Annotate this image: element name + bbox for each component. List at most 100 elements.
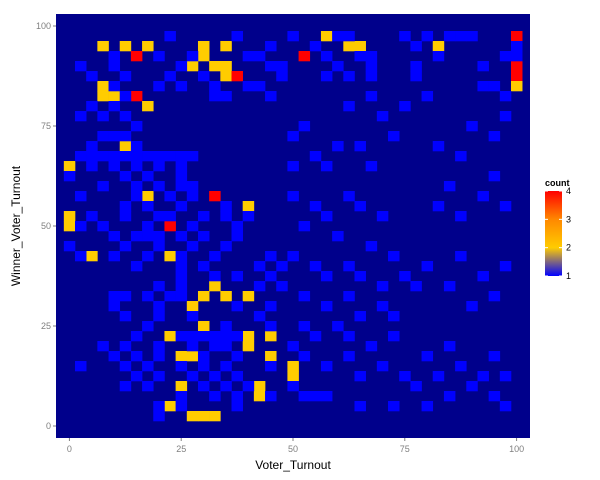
y-tick-label: 50 <box>41 221 51 231</box>
heatmap-cell <box>153 281 165 292</box>
heatmap-cell <box>142 151 154 162</box>
heatmap-cell <box>477 191 489 202</box>
heatmap-cell <box>130 191 143 202</box>
heatmap-cell <box>511 31 523 42</box>
heatmap-cell <box>477 81 489 92</box>
heatmap-cell <box>153 151 165 162</box>
heatmap-cell <box>153 241 165 252</box>
heatmap-cell <box>287 371 299 382</box>
heatmap-cell <box>399 101 411 112</box>
heatmap-cell <box>119 141 132 152</box>
heatmap-cell <box>197 411 210 422</box>
heatmap-cell <box>265 351 277 362</box>
heatmap-cell <box>175 281 188 292</box>
heatmap-cell <box>220 211 232 222</box>
heatmap-cell <box>97 221 109 232</box>
heatmap-cell <box>343 291 355 302</box>
heatmap-cell <box>376 281 389 292</box>
heatmap-cell <box>209 81 221 92</box>
heatmap-cell <box>220 341 232 352</box>
y-axis-title: Winner_Voter_Turnout <box>9 165 23 286</box>
heatmap-cell <box>443 31 456 42</box>
heatmap-cell <box>164 71 176 82</box>
heatmap-cell <box>153 371 165 382</box>
heatmap-cell <box>75 221 87 232</box>
heatmap-cell <box>320 361 333 372</box>
heatmap-cell <box>332 141 344 152</box>
heatmap-cell <box>354 141 366 152</box>
heatmap-cell <box>354 401 366 412</box>
heatmap-cell <box>488 291 501 302</box>
heatmap-cell <box>97 91 109 102</box>
heatmap-cell <box>119 91 132 102</box>
heatmap-cell <box>186 341 199 352</box>
heatmap-cell <box>231 301 243 312</box>
heatmap-cell <box>410 281 422 292</box>
heatmap-cell <box>421 401 434 412</box>
heatmap-cell <box>376 211 389 222</box>
y-tick-label: 100 <box>36 21 51 31</box>
heatmap-cell <box>220 71 232 82</box>
x-tick-label: 25 <box>176 444 186 454</box>
heatmap-cell <box>119 361 132 372</box>
heatmap-cell <box>253 281 266 292</box>
heatmap-cell <box>119 71 132 82</box>
heatmap-cell <box>108 91 121 102</box>
heatmap-cell <box>242 341 255 352</box>
heatmap-cell <box>108 251 121 262</box>
heatmap-cell <box>97 341 109 352</box>
heatmap-cell <box>309 151 322 162</box>
heatmap-cell <box>119 171 132 182</box>
heatmap-cell <box>220 291 232 302</box>
heatmap-cell <box>365 71 378 82</box>
heatmap-cell <box>231 31 243 42</box>
heatmap-cell <box>142 321 154 332</box>
heatmap-cell <box>130 331 143 342</box>
heatmap-cell <box>242 81 255 92</box>
heatmap-cell <box>443 341 456 352</box>
heatmap-cell <box>142 191 154 202</box>
heatmap-cell <box>343 31 355 42</box>
heatmap-cell <box>220 361 232 372</box>
heatmap-cell <box>97 131 109 142</box>
heatmap-cell <box>499 91 512 102</box>
heatmap-cell <box>175 61 188 72</box>
heatmap-cell <box>455 251 467 262</box>
heatmap-cells <box>63 31 523 422</box>
heatmap-cell <box>220 321 232 332</box>
heatmap-cell <box>298 121 311 132</box>
heatmap-cell <box>220 91 232 102</box>
heatmap-cell <box>142 251 154 262</box>
heatmap-cell <box>488 171 501 182</box>
heatmap-cell <box>443 391 456 402</box>
heatmap-cell <box>153 81 165 92</box>
heatmap-cell <box>130 181 143 192</box>
heatmap-cell <box>287 131 299 142</box>
legend-tick-label: 2 <box>566 243 571 253</box>
heatmap-cell <box>399 271 411 282</box>
heatmap-cell <box>119 291 132 302</box>
heatmap-cell <box>298 221 311 232</box>
heatmap-cell <box>432 41 445 52</box>
heatmap-cell <box>153 401 165 412</box>
heatmap-cell <box>309 331 322 342</box>
heatmap-cell <box>197 231 210 242</box>
heatmap-cell <box>142 221 154 232</box>
heatmap-cell <box>466 301 478 312</box>
heatmap-cell <box>410 71 422 82</box>
heatmap-cell <box>209 331 221 342</box>
heatmap-cell <box>499 261 512 272</box>
heatmap-cell <box>388 251 400 262</box>
heatmap-cell <box>130 371 143 382</box>
heatmap-cell <box>231 351 243 362</box>
heatmap-cell <box>354 41 366 52</box>
heatmap-cell <box>220 61 232 72</box>
heatmap-cell <box>63 241 76 252</box>
x-axis-ticks: 0 25 50 75 100 <box>67 438 524 454</box>
heatmap-cell <box>186 241 199 252</box>
heatmap-cell <box>175 171 188 182</box>
heatmap-cell <box>164 151 176 162</box>
heatmap-cell <box>97 151 109 162</box>
heatmap-cell <box>119 41 132 52</box>
heatmap-cell <box>421 261 434 272</box>
